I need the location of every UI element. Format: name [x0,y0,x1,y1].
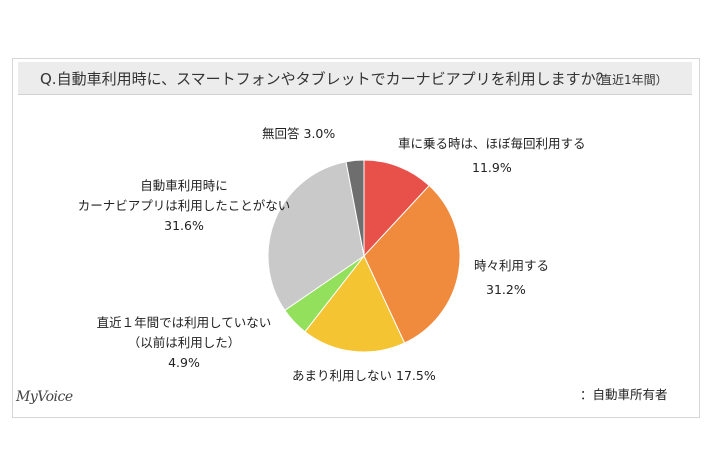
slice-no-answer [345,159,365,257]
slice-value-not-recently: 4.9% [168,355,200,370]
base-note: ：自動車所有者 [580,387,668,402]
slice-sometimes [363,184,461,344]
period-note: （直近1年間） [588,73,668,87]
slice-label-rarely: あまり利用しない 17.5% [292,368,436,383]
chart-title: Q.自動車利用時に、スマートフォンやタブレットでカーナビアプリを利用しますか？ [40,70,611,88]
slice-every-time [363,159,430,258]
slice-label-no-answer: 無回答 3.0% [262,126,336,141]
brand-logo: MyVoice [16,389,73,405]
slice-label-every-time: 車に乗る時は、ほぼ毎回利用する [398,136,586,151]
slice-never-used [267,161,365,311]
slice-value-sometimes: 31.2% [486,282,526,297]
slice-rarely [304,255,406,353]
slice-label-not-recently: 直近１年間では利用していない （以前は利用した） 4.9% [84,313,284,373]
title-bar [18,62,692,95]
slice-value-every-time: 11.9% [472,160,512,175]
slice-value-never-used: 31.6% [164,218,204,233]
slice-value-no-answer: 3.0% [303,126,336,141]
slice-label-sometimes: 時々利用する [474,258,550,273]
slice-value-rarely: 17.5% [396,368,436,383]
slice-label-never-used: 自動車利用時に カーナビアプリは利用したことがない 31.6% [74,176,294,236]
